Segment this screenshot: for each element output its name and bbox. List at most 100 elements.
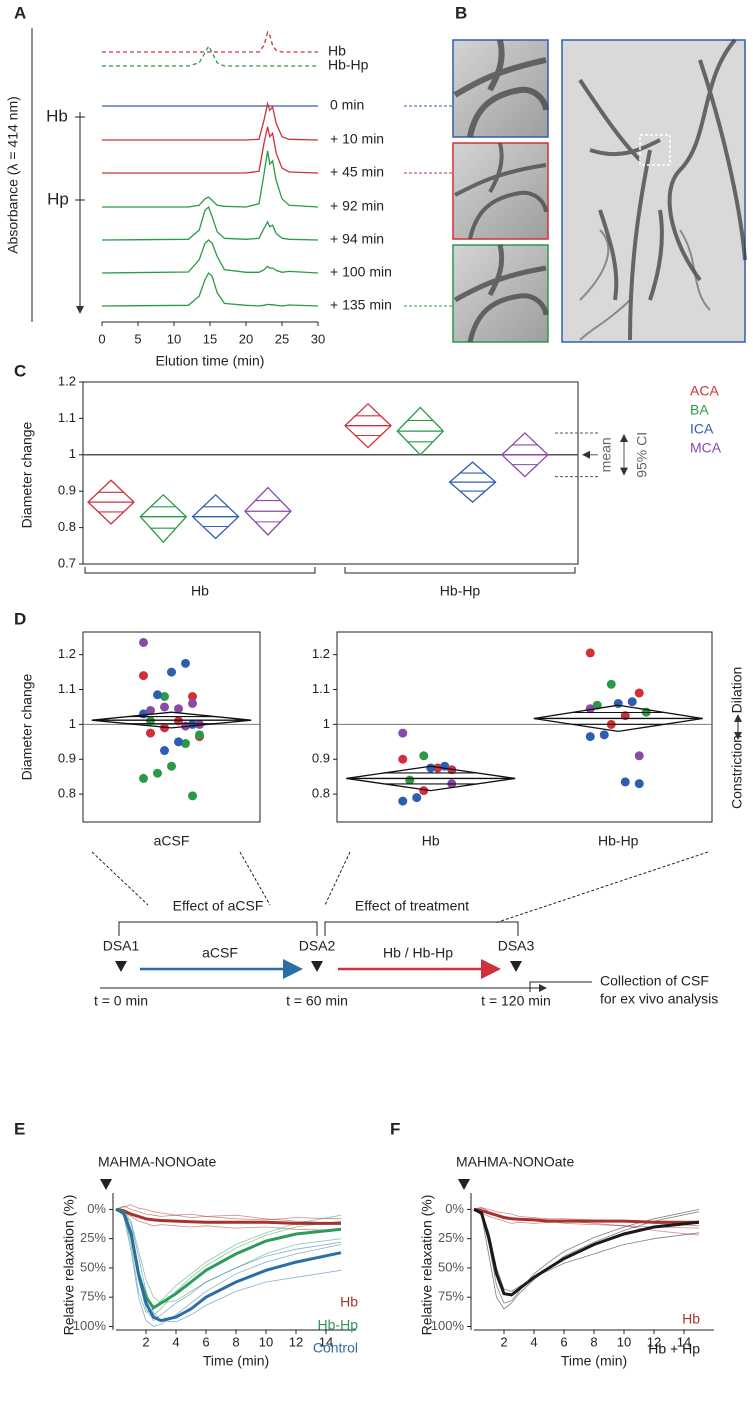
data-point [419,786,429,796]
ci-diamond [344,402,392,449]
x-tick-label: 8 [590,1334,597,1349]
data-point [160,723,169,733]
ci-diamond [87,479,135,525]
y-tick-label: 1.2 [58,646,76,661]
treatment-label: Hb / Hb-Hp [383,945,453,961]
data-point [188,698,197,708]
panel-label: A [14,3,26,22]
y-tick-label: 100% [73,1318,107,1333]
treatment-label: aCSF [202,945,238,961]
data-point [195,730,204,740]
plot-frame [336,631,713,823]
event-marker [115,961,522,972]
x-tick-label: 6 [202,1334,209,1349]
y-tick-label: 100% [431,1318,465,1333]
y-tick-label: 0.8 [58,786,76,801]
data-point [174,704,183,714]
ci-diamond [346,765,516,792]
bracket-label: Effect of aCSF [173,898,264,914]
annotation: MAHMA-NONOate [98,1154,216,1170]
data-point [153,768,162,778]
data-point [585,704,595,714]
y-tick-label: 1 [69,446,76,461]
ci-diamond [243,486,292,536]
y-tick-label: 1.2 [58,373,76,388]
data-point [195,719,204,729]
y-tick-label: 50% [80,1259,106,1274]
y-tick-label: 1.2 [312,646,330,661]
x-tick-label: 2 [142,1334,149,1349]
note: for ex vivo analysis [600,991,718,1007]
data-point [412,793,422,803]
data-point [634,751,644,761]
trace [102,126,319,174]
group-bracket [344,567,576,574]
data-point [160,691,169,701]
trace [102,30,318,53]
data-point [181,739,190,749]
x-tick-label: 10 [167,331,181,346]
annotation: Hp [47,189,69,208]
x-tick-label: 4 [172,1334,179,1349]
event-label: DSA1 [103,938,140,954]
y-tick-label: 0% [87,1201,106,1216]
data-point [592,700,602,710]
legend-entry: Hb [340,1294,358,1310]
y-tick-label: 0.8 [58,519,76,534]
data-point [405,775,415,785]
data-point [139,773,148,783]
y-tick-label: 1 [69,716,76,731]
trace [101,239,319,274]
y-axis-label: Absorbance (λ = 414 nm) [5,96,21,254]
y-tick-label: 0.9 [312,751,330,766]
data-point [627,697,637,707]
x-tick-label: 14 [319,1334,333,1349]
individual-curve [116,1209,342,1304]
time-label: t = 0 min [94,993,148,1009]
x-tick-label: 6 [560,1334,567,1349]
trace [102,44,318,67]
connector [91,851,709,924]
data-point [634,688,644,698]
legend-entry: MCA [690,440,722,456]
x-tick-label: 14 [677,1334,691,1349]
y-axis-label: Diameter change [19,421,35,528]
time-label: t = 60 min [286,993,348,1009]
panel-label: D [14,609,26,628]
x-axis-label: Elution time (min) [156,353,265,369]
x-tick-label: 12 [289,1334,303,1349]
y-tick-label: 25% [80,1230,106,1245]
y-tick-label: 50% [438,1259,464,1274]
plot-frame [82,631,261,823]
individual-curve [473,1209,700,1310]
x-tick-label: 10 [259,1334,273,1349]
data-point [398,728,408,738]
data-point [440,761,450,771]
trace [102,101,319,141]
data-point [398,754,408,764]
ci-diamond [500,432,549,478]
data-point [188,691,197,701]
angiogram-crop [452,39,549,343]
legend-entry: Hb-Hp [318,1317,359,1333]
data-point [146,728,155,738]
x-axis-label: Time (min) [561,1353,627,1369]
y-tick-label: 0.8 [312,786,330,801]
annotation: Hb [46,106,68,125]
trace [102,150,319,208]
legend-entry: Control [313,1340,358,1356]
y-tick-label: 1.1 [58,410,76,425]
group-label: Hb [191,583,209,599]
angiogram [561,38,747,343]
x-tick-label: 10 [617,1334,631,1349]
y-axis-label: Relative relaxation (%) [61,1195,77,1336]
timeline-bracket [100,921,592,992]
x-tick-label: 2 [500,1334,507,1349]
individual-curve [115,1209,342,1316]
trace [101,205,319,241]
individual-curve [473,1209,700,1236]
data-point [606,679,616,689]
y-tick-label: 0.9 [58,483,76,498]
annotation: mean [598,437,614,472]
